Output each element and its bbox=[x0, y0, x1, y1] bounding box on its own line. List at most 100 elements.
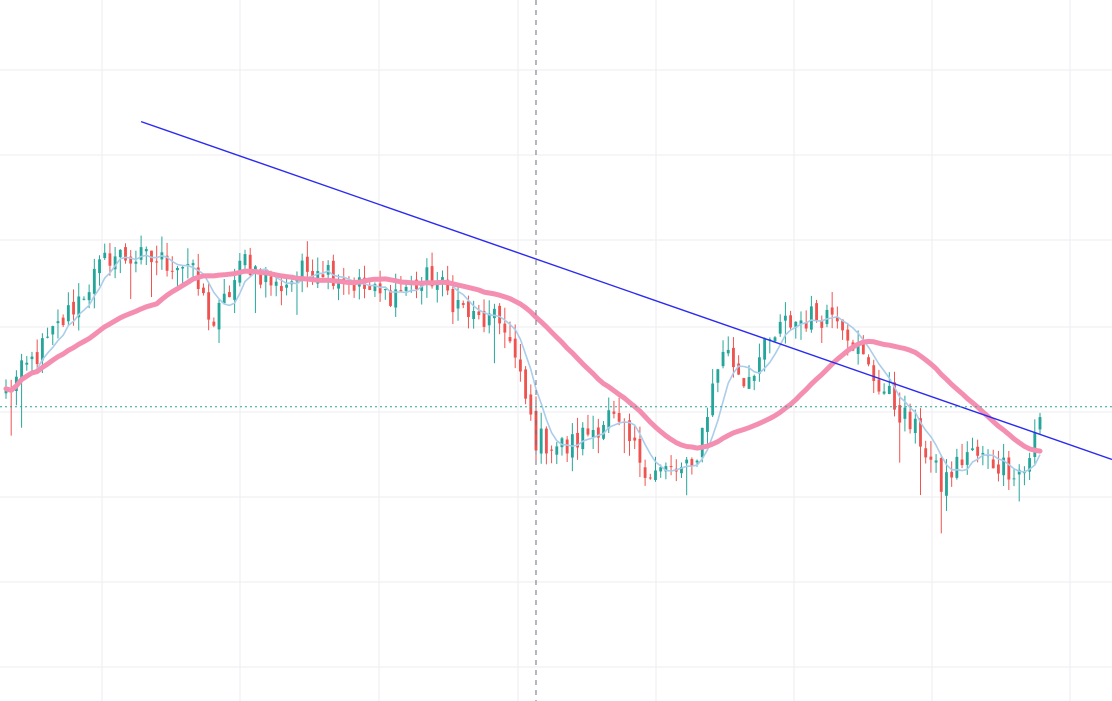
candle-body bbox=[144, 249, 148, 252]
candle-body bbox=[40, 338, 44, 361]
candle-body bbox=[456, 300, 460, 309]
candle-body bbox=[981, 452, 985, 455]
candle-body bbox=[773, 337, 777, 342]
candle-body bbox=[1038, 417, 1042, 430]
candle-body bbox=[721, 351, 725, 367]
fast-moving-average-line bbox=[5, 254, 1041, 473]
candle-body bbox=[207, 292, 211, 320]
candle-body bbox=[404, 286, 408, 291]
candle-body bbox=[965, 452, 969, 465]
candle-body bbox=[628, 420, 631, 442]
candle-body bbox=[1022, 472, 1026, 474]
candle-body bbox=[924, 448, 928, 458]
candle-body bbox=[820, 320, 824, 328]
candle-body bbox=[378, 283, 382, 294]
candle-body bbox=[596, 427, 600, 438]
candle-body bbox=[222, 293, 226, 304]
candle-body bbox=[150, 250, 153, 263]
candle-body bbox=[778, 321, 782, 334]
candle-body bbox=[950, 471, 954, 478]
candle-body bbox=[960, 459, 964, 466]
candle-body bbox=[508, 337, 512, 342]
candle-body bbox=[321, 274, 325, 278]
candle-body bbox=[539, 428, 543, 454]
candle-body bbox=[612, 411, 616, 414]
candle-body bbox=[690, 459, 694, 467]
candle-body bbox=[165, 255, 169, 271]
candle-body bbox=[279, 285, 283, 292]
candle-body bbox=[861, 341, 865, 355]
candle-body bbox=[929, 456, 933, 460]
candle-body bbox=[248, 254, 252, 275]
candle-body bbox=[482, 311, 486, 327]
candle-body bbox=[477, 311, 481, 316]
candle-body bbox=[337, 280, 340, 289]
candle-body bbox=[565, 439, 569, 454]
candle-body bbox=[991, 459, 995, 469]
candle-body bbox=[544, 428, 548, 454]
candle-body bbox=[846, 329, 850, 341]
candle-body bbox=[35, 352, 39, 365]
candle-body bbox=[92, 268, 96, 294]
candle-body bbox=[461, 303, 465, 305]
candle-body bbox=[139, 247, 143, 260]
candle-body bbox=[654, 470, 657, 481]
candle-body bbox=[716, 369, 720, 383]
candle-body bbox=[752, 375, 756, 381]
candle-body bbox=[300, 260, 304, 279]
candle-body bbox=[118, 249, 122, 258]
candle-body bbox=[550, 449, 553, 451]
candle-body bbox=[856, 342, 860, 354]
candle-body bbox=[1007, 457, 1011, 480]
candle-body bbox=[259, 269, 263, 285]
candle-body bbox=[648, 477, 652, 479]
candle-body bbox=[430, 266, 434, 287]
candle-body bbox=[274, 281, 278, 286]
candle-body bbox=[794, 321, 798, 328]
candle-body bbox=[202, 287, 205, 294]
candle-body bbox=[441, 277, 444, 283]
candle-body bbox=[815, 303, 818, 321]
candle-body bbox=[51, 326, 55, 335]
candle-body bbox=[732, 347, 735, 368]
candle-body bbox=[1002, 457, 1006, 476]
candle-body bbox=[747, 376, 751, 389]
candle-body bbox=[664, 466, 668, 472]
candle-body bbox=[695, 460, 699, 463]
candle-body bbox=[971, 448, 974, 451]
candle-body bbox=[285, 284, 289, 288]
candle-body bbox=[243, 254, 247, 266]
candle-body bbox=[919, 418, 922, 447]
candle-body bbox=[825, 309, 829, 325]
candle-body bbox=[451, 288, 455, 313]
candle-body bbox=[435, 282, 439, 290]
candle-body bbox=[82, 298, 86, 300]
candle-body bbox=[25, 362, 29, 365]
candle-body bbox=[98, 259, 101, 274]
candle-body bbox=[72, 301, 75, 315]
candle-body bbox=[503, 323, 507, 333]
candle-body bbox=[529, 394, 533, 415]
candle-body bbox=[835, 317, 839, 322]
candle-body bbox=[383, 289, 387, 291]
candle-body bbox=[586, 428, 590, 435]
candle-body bbox=[633, 437, 637, 441]
candle-body bbox=[804, 322, 808, 329]
candle-body bbox=[560, 438, 564, 448]
candle-body bbox=[487, 313, 491, 326]
candle-body bbox=[939, 458, 943, 492]
candle-body bbox=[191, 263, 195, 266]
candle-body bbox=[976, 446, 980, 456]
candle-body bbox=[1017, 469, 1021, 475]
candle-body bbox=[1028, 458, 1032, 472]
candle-body bbox=[124, 247, 127, 261]
candle-body bbox=[882, 391, 886, 394]
candle-body bbox=[56, 321, 60, 324]
candle-body bbox=[581, 427, 585, 450]
candle-body bbox=[602, 424, 605, 439]
candle-body bbox=[934, 460, 938, 463]
candle-body bbox=[659, 467, 663, 472]
candle-body bbox=[326, 264, 330, 275]
